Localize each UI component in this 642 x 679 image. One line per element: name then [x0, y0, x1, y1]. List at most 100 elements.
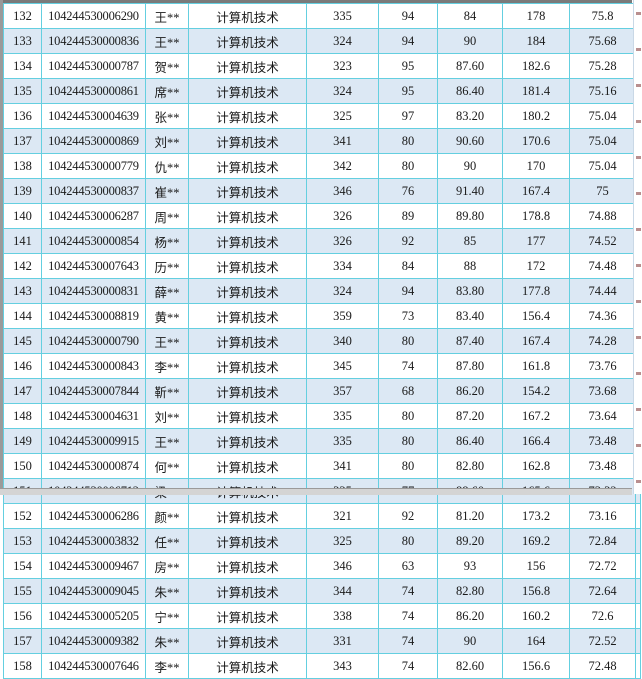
cell-sequence: 138	[3, 153, 42, 179]
cell-retest-interview: 83.40	[437, 303, 503, 329]
table-row[interactable]: 158 104244530007646 李** 计算机技术 343 74 82.60 156.…	[3, 653, 641, 679]
table-row[interactable]: 137 104244530000869 刘** 计算机技术 341 80 90.60 170.…	[3, 128, 641, 154]
cell-sequence: 148	[3, 403, 42, 429]
cell-sequence: 158	[3, 653, 42, 679]
table-row[interactable]: 144 104244530008819 黄** 计算机技术 359 73 83.40 156.…	[3, 303, 641, 329]
cell-sequence: 152	[3, 503, 42, 529]
cell-major: 计算机技术	[188, 603, 307, 629]
cell-initial-total: 334	[306, 253, 379, 279]
cell-empty-trailing	[635, 553, 641, 579]
table-row[interactable]: 138 104244530000779 仇** 计算机技术 342 80 90 170 75.0…	[3, 153, 641, 179]
cell-name: 薛**	[145, 278, 189, 304]
table-row[interactable]: 140 104244530006287 周** 计算机技术 326 89 89.80 178.…	[3, 203, 641, 229]
cell-retest-written: 74	[378, 353, 438, 379]
table-row[interactable]: 146 104244530000843 李** 计算机技术 345 74 87.80 161.…	[3, 353, 641, 379]
cell-sequence: 134	[3, 53, 42, 79]
cell-name: 刘**	[145, 128, 189, 154]
cell-candidate-id: 104244530009915	[41, 428, 146, 454]
cell-final-score: 72.48	[569, 653, 636, 679]
cell-retest-interview: 83.20	[437, 103, 503, 129]
table-row[interactable]: 141 104244530000854 杨** 计算机技术 326 92 85 177 74.5…	[3, 228, 641, 254]
table-row[interactable]: 142 104244530007643 历** 计算机技术 334 84 88 172 74.4…	[3, 253, 641, 279]
cell-major: 计算机技术	[188, 103, 307, 129]
table-row[interactable]: 134 104244530000787 贺** 计算机技术 323 95 87.60 182.…	[3, 53, 641, 79]
cell-sequence: 136	[3, 103, 42, 129]
table-row[interactable]: 150 104244530000874 何** 计算机技术 341 80 82.80 162.…	[3, 453, 641, 479]
scrollbar-tick	[636, 192, 641, 195]
cell-name: 仇**	[145, 153, 189, 179]
cell-retest-total: 170.6	[502, 128, 570, 154]
cell-candidate-id: 104244530000837	[41, 178, 146, 204]
cell-retest-total: 172	[502, 253, 570, 279]
cell-name: 张**	[145, 103, 189, 129]
cell-major: 计算机技术	[188, 128, 307, 154]
cell-final-score: 73.76	[569, 353, 636, 379]
cell-candidate-id: 104244530004639	[41, 103, 146, 129]
cell-candidate-id: 104244530006290	[41, 3, 146, 29]
table-row[interactable]: 136 104244530004639 张** 计算机技术 325 97 83.20 180.…	[3, 103, 641, 129]
cell-initial-total: 341	[306, 128, 379, 154]
cell-final-score: 75	[569, 178, 636, 204]
table-row[interactable]: 147 104244530007844 靳** 计算机技术 357 68 86.20 154.…	[3, 378, 641, 404]
cell-retest-written: 94	[378, 28, 438, 54]
cell-candidate-id: 104244530000843	[41, 353, 146, 379]
table-row[interactable]: 143 104244530000831 薛** 计算机技术 324 94 83.80 177.…	[3, 278, 641, 304]
table-row[interactable]: 156 104244530005205 宁** 计算机技术 338 74 86.20 160.…	[3, 603, 641, 629]
cell-initial-total: 325	[306, 528, 379, 554]
cell-major: 计算机技术	[188, 78, 307, 104]
table-row[interactable]: 152 104244530006286 颜** 计算机技术 321 92 81.20 173.…	[3, 503, 641, 529]
table-row[interactable]: 157 104244530009382 朱** 计算机技术 331 74 90 164 72.5…	[3, 628, 641, 654]
cell-name: 崔**	[145, 178, 189, 204]
table-row[interactable]: 149 104244530009915 王** 计算机技术 335 80 86.40 166.…	[3, 428, 641, 454]
table-row[interactable]: 135 104244530000861 席** 计算机技术 324 95 86.40 181.…	[3, 78, 641, 104]
cell-final-score: 74.88	[569, 203, 636, 229]
cell-initial-total: 346	[306, 553, 379, 579]
cell-candidate-id: 104244530007646	[41, 653, 146, 679]
cell-retest-total: 156.8	[502, 578, 570, 604]
table-row[interactable]: 145 104244530000790 王** 计算机技术 340 80 87.40 167.…	[3, 328, 641, 354]
cell-retest-interview: 83.80	[437, 278, 503, 304]
cell-major: 计算机技术	[188, 528, 307, 554]
cell-empty-trailing	[635, 503, 641, 529]
cell-initial-total: 324	[306, 28, 379, 54]
cell-retest-total: 177	[502, 228, 570, 254]
cell-retest-written: 94	[378, 3, 438, 29]
cell-final-score: 72.64	[569, 578, 636, 604]
cell-candidate-id: 104244530000836	[41, 28, 146, 54]
cell-candidate-id: 104244530000779	[41, 153, 146, 179]
cell-retest-interview: 82.80	[437, 453, 503, 479]
cell-retest-total: 156	[502, 553, 570, 579]
table-row[interactable]: 148 104244530004631 刘** 计算机技术 335 80 87.20 167.…	[3, 403, 641, 429]
cell-candidate-id: 104244530000854	[41, 228, 146, 254]
cell-candidate-id: 104244530004631	[41, 403, 146, 429]
scrollbar-tick	[636, 300, 641, 303]
cell-name: 杨**	[145, 228, 189, 254]
cell-retest-total: 167.2	[502, 403, 570, 429]
cell-retest-total: 180.2	[502, 103, 570, 129]
table-row[interactable]: 139 104244530000837 崔** 计算机技术 346 76 91.40 167.…	[3, 178, 641, 204]
table-row[interactable]: 154 104244530009467 房** 计算机技术 346 63 93 156 72.7…	[3, 553, 641, 579]
cell-retest-written: 74	[378, 603, 438, 629]
cell-candidate-id: 104244530000790	[41, 328, 146, 354]
cell-final-score: 75.04	[569, 103, 636, 129]
cell-sequence: 144	[3, 303, 42, 329]
cell-retest-interview: 90	[437, 28, 503, 54]
cell-retest-total: 162.8	[502, 453, 570, 479]
scrollbar-tick	[636, 480, 641, 483]
cell-retest-written: 95	[378, 53, 438, 79]
table-row[interactable]: 153 104244530003832 任** 计算机技术 325 80 89.20 169.…	[3, 528, 641, 554]
cell-final-score: 74.28	[569, 328, 636, 354]
cell-retest-total: 156.6	[502, 653, 570, 679]
cell-retest-interview: 87.80	[437, 353, 503, 379]
cell-major: 计算机技术	[188, 503, 307, 529]
table-row[interactable]: 132 104244530006290 王** 计算机技术 335 94 84 178 75.8	[3, 3, 641, 29]
table-row[interactable]: 133 104244530000836 王** 计算机技术 324 94 90 184 75.6…	[3, 28, 641, 54]
vertical-scrollbar[interactable]	[633, 0, 642, 494]
cell-final-score: 72.72	[569, 553, 636, 579]
cell-empty-trailing	[635, 628, 641, 654]
cell-final-score: 73.48	[569, 453, 636, 479]
table-row[interactable]: 155 104244530009045 朱** 计算机技术 344 74 82.80 156.…	[3, 578, 641, 604]
cell-major: 计算机技术	[188, 403, 307, 429]
scrollbar-tick	[636, 120, 641, 123]
cell-initial-total: 331	[306, 628, 379, 654]
